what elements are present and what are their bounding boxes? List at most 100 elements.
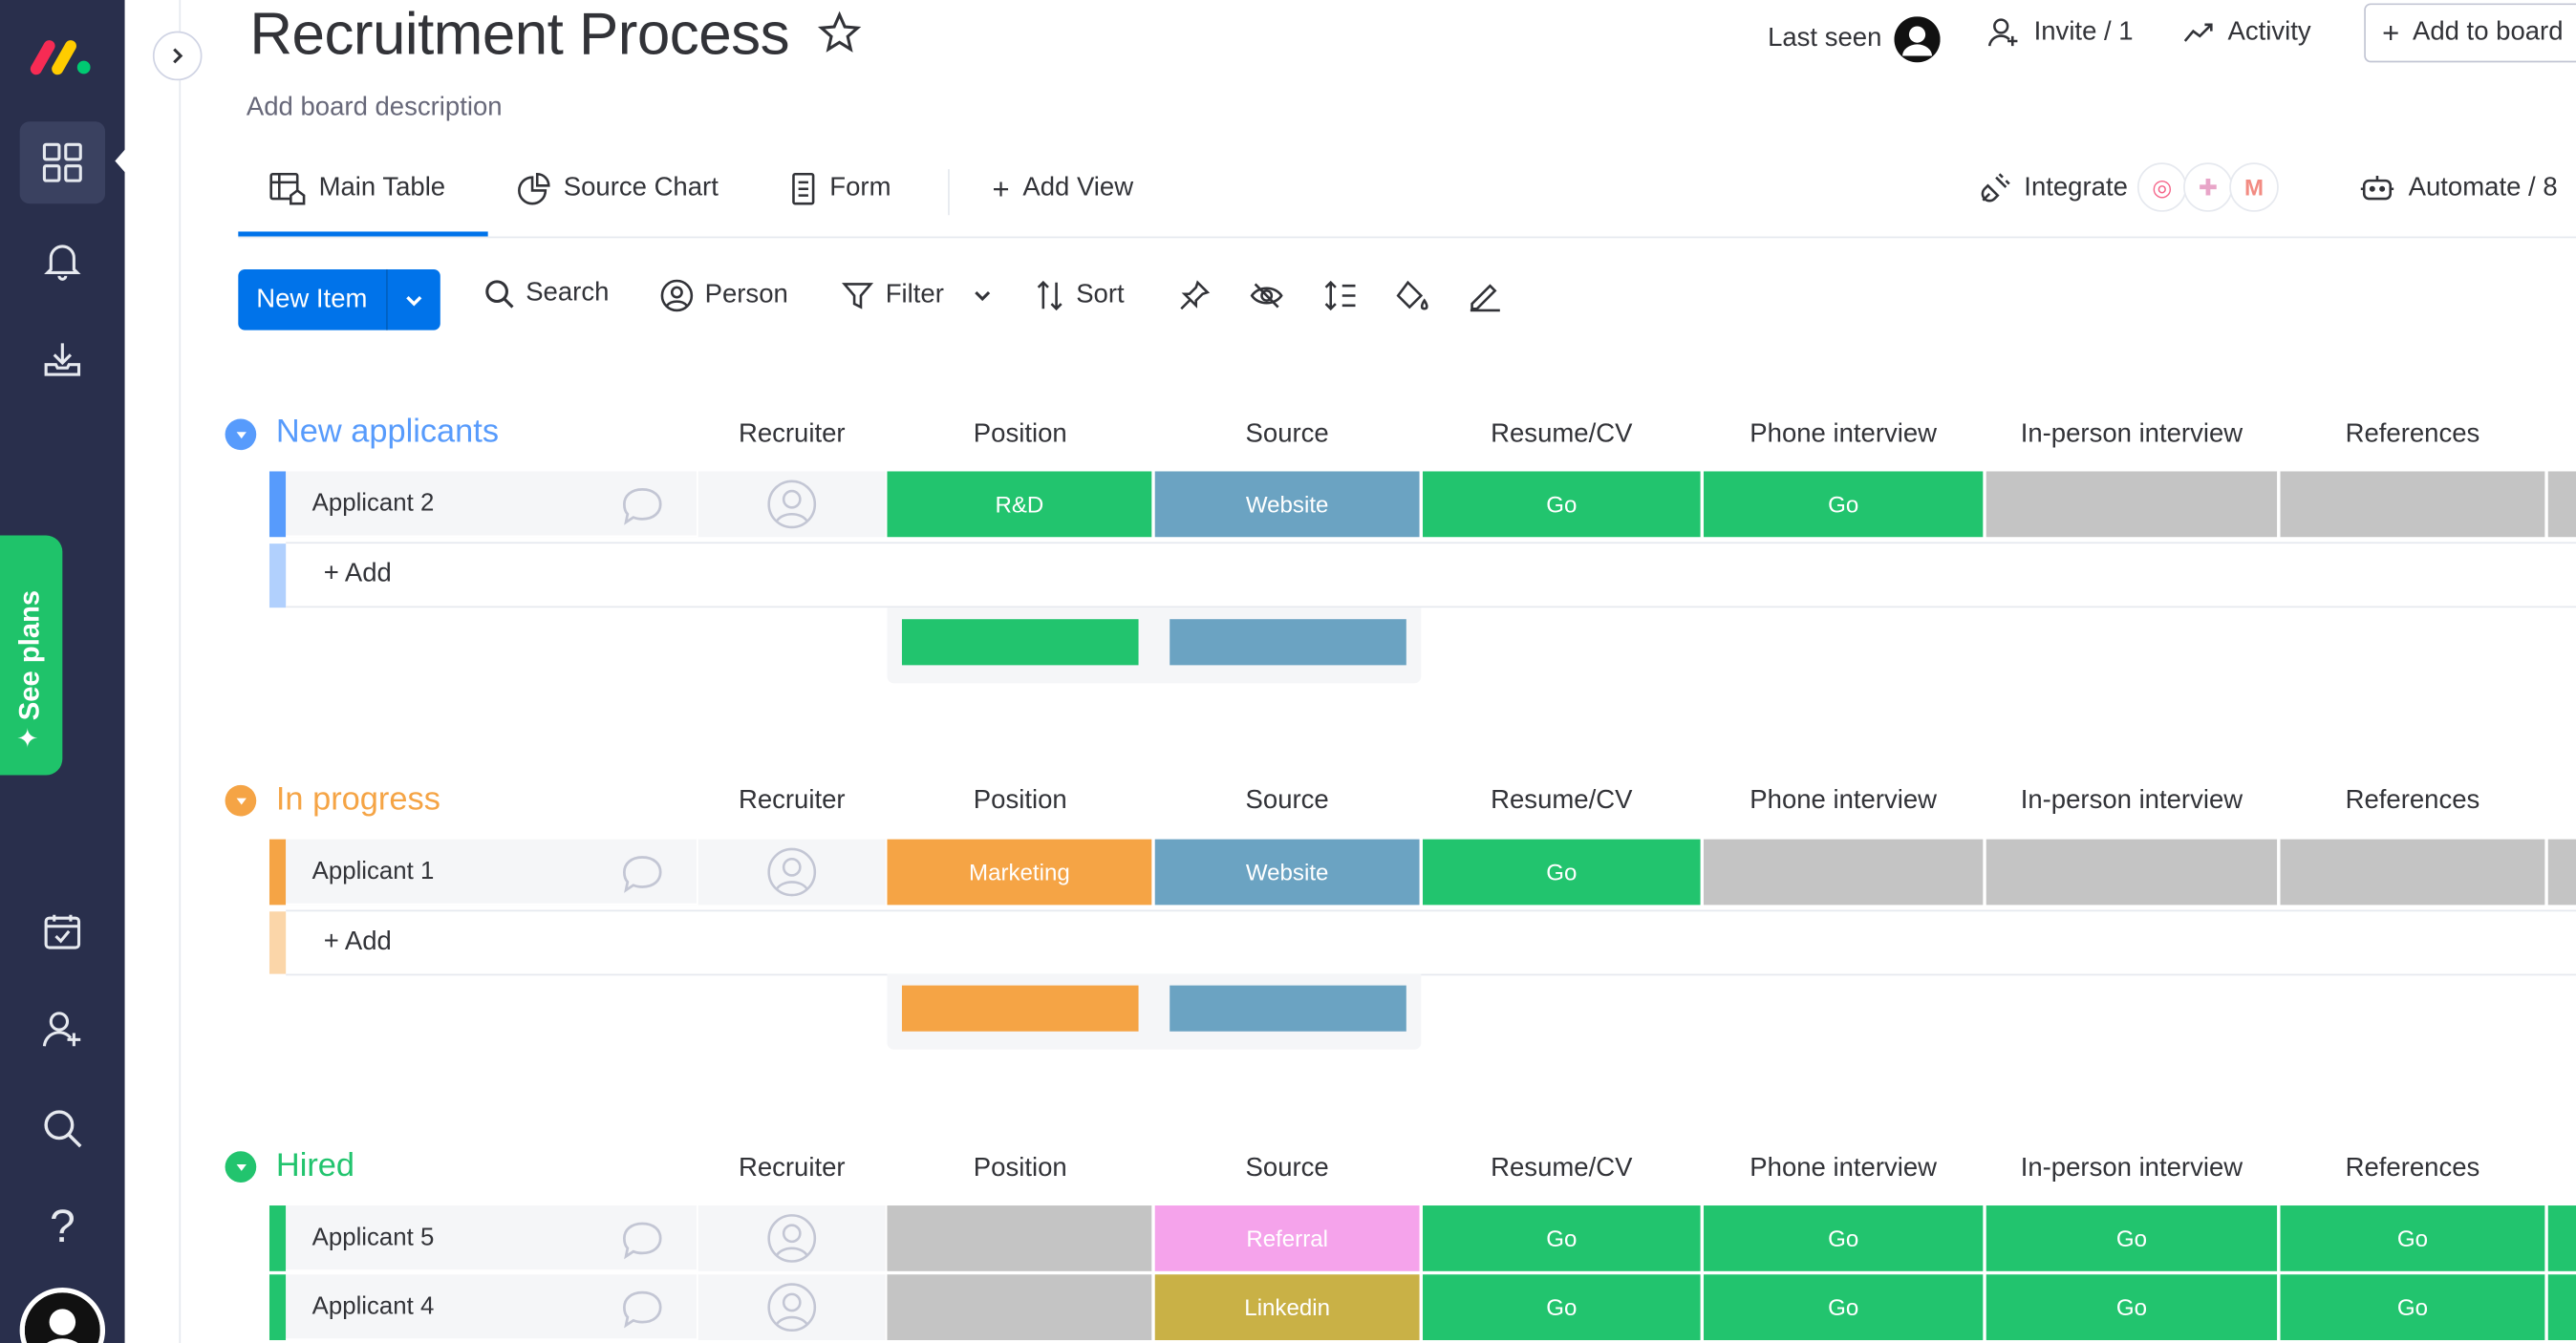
color-fill-icon[interactable] [1395, 279, 1431, 311]
position-cell[interactable] [887, 1205, 1152, 1271]
column-header-references[interactable]: References [2345, 786, 2480, 815]
expand-chevron-icon[interactable] [152, 31, 203, 81]
group-title-in-progress[interactable]: In progress [275, 781, 440, 819]
column-header-references[interactable]: References [2345, 1154, 2480, 1183]
column-header-resume[interactable]: Resume/CV [1491, 1154, 1633, 1183]
column-header-inperson-interview[interactable]: In-person interview [2020, 1154, 2243, 1183]
column-header-phone-interview[interactable]: Phone interview [1750, 420, 1938, 449]
overflow-cell[interactable] [2547, 839, 2576, 906]
column-header-source[interactable]: Source [1245, 1154, 1329, 1183]
inbox-download-icon[interactable] [20, 319, 105, 401]
add-to-board-button[interactable]: + Add to board [2364, 3, 2576, 63]
comment-bubble-icon[interactable] [621, 486, 664, 525]
resume-cell[interactable]: Go [1423, 471, 1701, 538]
column-header-source[interactable]: Source [1245, 786, 1329, 815]
add-item-row[interactable]: + Add [286, 909, 2576, 976]
column-header-recruiter[interactable]: Recruiter [738, 1154, 846, 1183]
item-name[interactable]: Applicant 5 [311, 1223, 435, 1252]
inperson-interview-cell[interactable]: Go [1986, 1205, 2278, 1271]
references-cell[interactable]: Go [2280, 1274, 2545, 1341]
column-header-recruiter[interactable]: Recruiter [738, 786, 846, 815]
integration-apps[interactable]: ◎ ✚ M [2136, 162, 2279, 212]
board-title[interactable]: Recruitment Process [249, 0, 790, 68]
help-icon[interactable]: ? [20, 1185, 105, 1268]
user-avatar[interactable] [19, 1288, 106, 1343]
column-header-source[interactable]: Source [1245, 420, 1329, 449]
search-icon[interactable] [20, 1087, 105, 1169]
bell-icon[interactable] [20, 220, 105, 302]
item-name[interactable]: Applicant 2 [311, 489, 435, 518]
column-header-inperson-interview[interactable]: In-person interview [2020, 420, 2243, 449]
references-cell[interactable] [2280, 839, 2545, 906]
row-height-icon[interactable] [1322, 279, 1359, 311]
recruiter-cell[interactable] [698, 1274, 886, 1341]
group-title-hired[interactable]: Hired [275, 1147, 355, 1184]
position-cell[interactable]: R&D [887, 471, 1152, 538]
last-seen-button[interactable]: Last seen [1768, 16, 1942, 63]
tab-form[interactable]: Form [790, 167, 891, 210]
table-row[interactable]: Applicant 1 [286, 839, 698, 906]
overflow-cell[interactable] [2547, 471, 2576, 538]
references-cell[interactable]: Go [2280, 1205, 2545, 1271]
filter-button[interactable]: Filter [841, 279, 991, 311]
phone-interview-cell[interactable]: Go [1704, 471, 1984, 538]
source-cell[interactable]: Referral [1154, 1205, 1420, 1271]
chevron-down-icon[interactable] [388, 289, 440, 309]
invite-button[interactable]: Invite / 1 [1987, 16, 2134, 49]
group-title-new-applicants[interactable]: New applicants [275, 414, 500, 451]
board-description[interactable]: Add board description [246, 94, 503, 122]
search-button[interactable]: Search [484, 279, 609, 309]
chevron-down-icon[interactable] [972, 286, 992, 306]
column-header-position[interactable]: Position [973, 1154, 1067, 1183]
resume-cell[interactable]: Go [1423, 1274, 1701, 1341]
phone-interview-cell[interactable]: Go [1704, 1205, 1984, 1271]
resume-cell[interactable]: Go [1423, 839, 1701, 906]
table-row[interactable]: Applicant 2 [286, 471, 698, 538]
overflow-cell[interactable] [2547, 1274, 2576, 1341]
hide-eye-icon[interactable] [1250, 279, 1283, 311]
tab-main-table[interactable]: Main Table [269, 167, 445, 210]
recruiter-cell[interactable] [698, 1205, 886, 1271]
resume-cell[interactable]: Go [1423, 1205, 1701, 1271]
column-header-recruiter[interactable]: Recruiter [738, 420, 846, 449]
source-cell[interactable]: Website [1154, 839, 1420, 906]
item-name[interactable]: Applicant 1 [311, 857, 435, 885]
add-view-button[interactable]: + Add View [993, 167, 1134, 210]
comment-bubble-icon[interactable] [621, 854, 664, 893]
column-header-inperson-interview[interactable]: In-person interview [2020, 786, 2243, 815]
column-header-resume[interactable]: Resume/CV [1491, 786, 1633, 815]
invite-user-icon[interactable] [20, 989, 105, 1071]
star-icon[interactable] [817, 10, 863, 64]
references-cell[interactable] [2280, 471, 2545, 538]
phone-interview-cell[interactable]: Go [1704, 1274, 1984, 1341]
phone-interview-cell[interactable] [1704, 839, 1984, 906]
calendar-check-icon[interactable] [20, 890, 105, 972]
integrate-button[interactable]: Integrate [1978, 167, 2128, 210]
inperson-interview-cell[interactable] [1986, 839, 2278, 906]
item-name[interactable]: Applicant 4 [311, 1292, 435, 1321]
group-collapse-icon[interactable] [225, 1151, 257, 1183]
table-row[interactable]: Applicant 5 [286, 1205, 698, 1271]
pin-icon[interactable] [1178, 279, 1211, 311]
group-collapse-icon[interactable] [225, 784, 257, 817]
column-header-phone-interview[interactable]: Phone interview [1750, 786, 1938, 815]
comment-bubble-icon[interactable] [621, 1221, 664, 1260]
recruiter-cell[interactable] [698, 839, 886, 906]
edit-pen-icon[interactable] [1467, 279, 1503, 312]
person-filter-button[interactable]: Person [660, 279, 788, 312]
table-row[interactable]: Applicant 4 [286, 1274, 698, 1341]
source-cell[interactable]: Linkedin [1154, 1274, 1420, 1341]
new-item-button[interactable]: New Item [238, 268, 440, 330]
activity-button[interactable]: Activity [2181, 16, 2311, 49]
tab-source-chart[interactable]: Source Chart [518, 167, 719, 210]
column-header-position[interactable]: Position [973, 420, 1067, 449]
overflow-cell[interactable] [2547, 1205, 2576, 1271]
monday-logo-icon[interactable] [30, 30, 96, 82]
position-cell[interactable] [887, 1274, 1152, 1341]
group-collapse-icon[interactable] [225, 418, 257, 451]
automate-button[interactable]: Automate / 8 [2359, 167, 2558, 210]
inperson-interview-cell[interactable] [1986, 471, 2278, 538]
source-cell[interactable]: Website [1154, 471, 1420, 538]
recruiter-cell[interactable] [698, 471, 886, 538]
workspace-grid-icon[interactable] [19, 121, 106, 204]
